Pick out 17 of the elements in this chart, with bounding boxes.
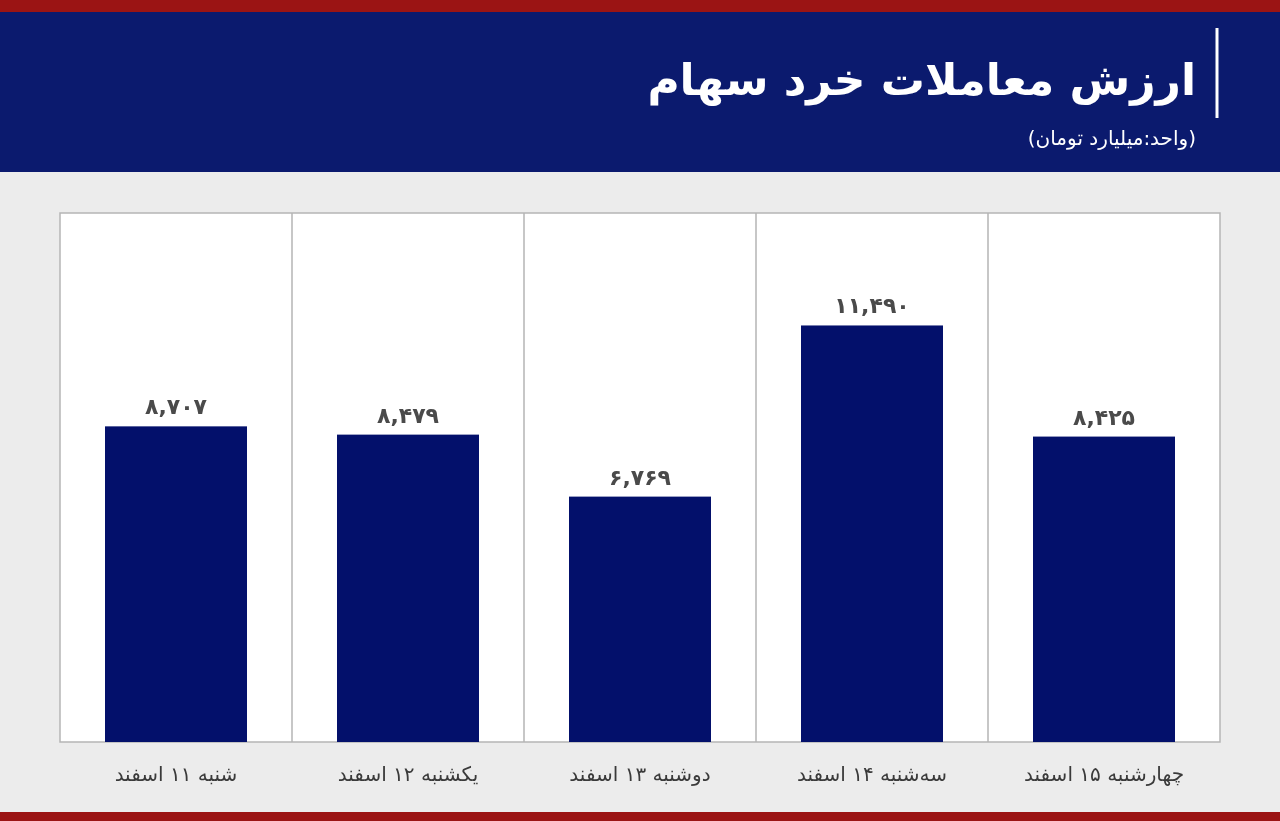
chart-subtitle: (واحد:میلیارد تومان): [1027, 126, 1196, 150]
x-tick-label: سه‌شنبه ۱۴ اسفند: [796, 762, 948, 786]
bar: [801, 325, 943, 742]
chart-title: ارزش معاملات خرد سهام: [647, 54, 1196, 106]
bar: [1033, 436, 1175, 742]
x-tick-label: یکشنبه ۱۲ اسفند: [337, 762, 479, 786]
data-label: ۱۱,۴۹۰: [834, 293, 910, 319]
data-label: ۶,۷۶۹: [608, 464, 672, 490]
x-tick-label: دوشنبه ۱۳ اسفند: [569, 762, 711, 786]
data-label: ۸,۴۲۵: [1072, 404, 1136, 430]
data-label: ۸,۴۷۹: [376, 402, 440, 428]
x-tick-label: شنبه ۱۱ اسفند: [114, 762, 238, 786]
bar: [105, 426, 247, 742]
x-tick-label: چهارشنبه ۱۵ اسفند: [1023, 762, 1185, 786]
data-label: ۸,۷۰۷: [144, 394, 208, 420]
bar: [569, 496, 711, 742]
bar: [337, 434, 479, 742]
